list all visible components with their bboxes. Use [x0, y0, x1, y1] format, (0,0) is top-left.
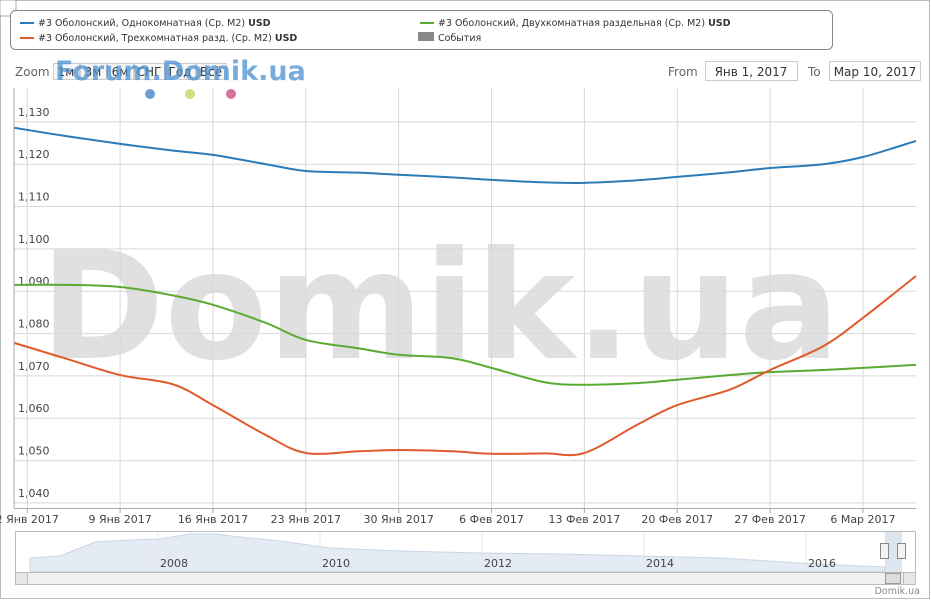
scroll-right[interactable]	[903, 572, 916, 585]
navigator-label: 2010	[322, 557, 350, 570]
to-label: To	[807, 65, 821, 79]
y-tick-label: 1,130	[18, 106, 50, 119]
x-tick-label: 16 Янв 2017	[178, 513, 248, 526]
legend-unit[interactable]: USD	[275, 33, 298, 44]
chart-watermark: Domik.ua	[40, 220, 840, 394]
zoom-buttons: 1м 3м 6м СНГ Год Всё	[53, 63, 227, 80]
events-label[interactable]: События	[438, 33, 481, 44]
zoom-button[interactable]	[134, 63, 165, 80]
legend-unit[interactable]: USD	[248, 18, 271, 29]
y-tick-label: 1,090	[18, 275, 50, 288]
legend-label[interactable]: #3 Оболонский, Однокомнатная (Ср. М2) US…	[38, 18, 271, 29]
y-tick-label: 1,060	[18, 402, 50, 415]
series	[13, 126, 917, 457]
x-tick-label: 6 Фев 2017	[459, 513, 524, 526]
forum-watermark: Forum.Domik.ua	[55, 56, 306, 87]
y-tick-label: 1,100	[18, 233, 50, 246]
zoom-button[interactable]	[165, 63, 196, 80]
from-label: From	[668, 65, 698, 79]
navigator-handle[interactable]	[880, 543, 889, 559]
x-tick-label: 27 Фев 2017	[734, 513, 806, 526]
legend-name[interactable]: #3 Оболонский, Трехкомнатная разд. (Ср. …	[38, 33, 272, 44]
navigator-label: 2008	[160, 557, 188, 570]
navigator-selection[interactable]	[885, 532, 902, 572]
navigator-area	[29, 533, 886, 573]
legend-box	[10, 10, 833, 50]
legend-name[interactable]: #3 Оболонский, Двухкомнатная раздельная …	[438, 18, 705, 29]
y-tick-label: 1,110	[18, 191, 50, 204]
y-tick-label: 1,050	[18, 445, 50, 458]
zoom-button[interactable]	[80, 63, 107, 80]
y-tick-label: 1,080	[18, 318, 50, 331]
legend-unit[interactable]: USD	[708, 18, 731, 29]
navigator-label: 2012	[484, 557, 512, 570]
x-tick-label: 2 Янв 2017	[0, 513, 59, 526]
zoom-button-label[interactable]: 6м	[112, 65, 129, 79]
to-value[interactable]: Мар 10, 2017	[834, 65, 917, 79]
zoom-button-label[interactable]: СНГ	[137, 65, 162, 79]
zoom-button-label[interactable]: 3м	[85, 65, 102, 79]
x-tick-label: 13 Фев 2017	[549, 513, 621, 526]
credit[interactable]: Domik.ua	[875, 586, 920, 597]
navigator-label: 2016	[808, 557, 836, 570]
scrollbar[interactable]	[15, 572, 916, 585]
series-line	[13, 275, 917, 457]
x-tick-label: 23 Янв 2017	[271, 513, 341, 526]
navigator-labels: 2008 2010 2012 2014 2016	[157, 532, 836, 572]
from-input[interactable]	[705, 61, 798, 81]
zoom-button-label[interactable]: 1м	[58, 65, 75, 79]
zoom-button[interactable]	[53, 63, 80, 80]
x-tick-label: 30 Янв 2017	[364, 513, 434, 526]
to-input[interactable]	[829, 61, 921, 81]
x-tick-label: 6 Мар 2017	[830, 513, 895, 526]
y-tick-label: 1,120	[18, 148, 50, 161]
legend-label[interactable]: #3 Оболонский, Трехкомнатная разд. (Ср. …	[38, 33, 297, 44]
scroll-left[interactable]	[15, 572, 28, 585]
y-tick-label: 1,070	[18, 360, 50, 373]
series-line	[13, 126, 917, 184]
from-value[interactable]: Янв 1, 2017	[715, 65, 788, 79]
zoom-label: Zoom	[15, 65, 50, 79]
legend-name[interactable]: #3 Оболонский, Однокомнатная (Ср. М2)	[38, 18, 245, 29]
grid: 1,040 1,050 1,060 1,070 1,080 1,090 1,100 1,110…	[0, 88, 916, 526]
y-tick-label: 1,040	[18, 487, 50, 500]
scroll-thumb[interactable]	[885, 573, 901, 584]
zoom-button-label[interactable]: Всё	[200, 65, 222, 79]
navigator-handle[interactable]	[897, 543, 906, 559]
zoom-button[interactable]	[196, 63, 227, 80]
zoom-button[interactable]	[107, 63, 134, 80]
legend: #3 Оболонский, Однокомнатная (Ср. М2) US…	[20, 18, 731, 44]
events-icon[interactable]	[418, 32, 434, 41]
x-tick-label: 20 Фев 2017	[641, 513, 713, 526]
legend-label[interactable]: #3 Оболонский, Двухкомнатная раздельная …	[438, 18, 731, 29]
flag-dot[interactable]	[226, 89, 236, 99]
flag-dot[interactable]	[185, 89, 195, 99]
navigator-label: 2014	[646, 557, 674, 570]
flag-dot[interactable]	[145, 89, 155, 99]
zoom-button-label[interactable]: Год	[169, 65, 192, 79]
x-tick-label: 9 Янв 2017	[88, 513, 151, 526]
